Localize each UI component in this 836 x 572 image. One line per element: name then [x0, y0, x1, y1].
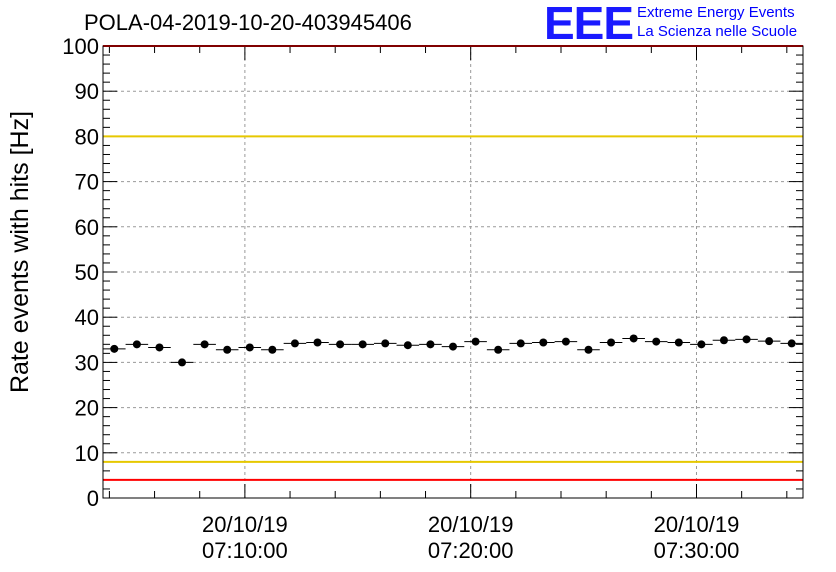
x-tick-time-label: 07:30:00	[654, 538, 740, 563]
data-point	[449, 342, 457, 351]
x-tick-time-label: 07:20:00	[428, 538, 514, 563]
data-point	[584, 345, 593, 354]
eee-logo: EEE	[544, 0, 634, 49]
logo-line-2: La Scienza nelle Scuole	[637, 23, 798, 40]
data-point	[697, 340, 706, 349]
data-point	[742, 335, 751, 344]
data-point	[358, 340, 367, 349]
data-point	[200, 340, 209, 349]
data-point	[607, 338, 616, 347]
data-point	[787, 339, 796, 348]
data-point	[516, 339, 525, 348]
y-tick-label: 10	[75, 441, 99, 466]
logo-line-1: Extreme Energy Events	[637, 4, 795, 21]
data-point	[290, 339, 299, 348]
x-tick-time-label: 07:10:00	[202, 538, 288, 563]
plot-frame	[102, 45, 804, 499]
y-axis-label: Rate events with hits [Hz]	[6, 111, 34, 393]
y-tick-label: 100	[62, 34, 99, 59]
data-point	[719, 336, 728, 345]
y-tick-label: 60	[75, 215, 99, 240]
data-point	[471, 337, 480, 346]
y-tick-label: 40	[75, 305, 99, 330]
data-point	[765, 337, 774, 346]
data-point	[494, 345, 503, 354]
y-tick-label: 20	[75, 396, 99, 421]
data-point	[132, 340, 141, 349]
y-tick-label: 0	[87, 486, 99, 511]
y-tick-label: 70	[75, 170, 99, 195]
data-point	[629, 334, 638, 343]
logo-caption: Extreme Energy Events La Scienza nelle S…	[637, 3, 797, 41]
data-point	[539, 338, 548, 347]
data-point	[110, 344, 119, 353]
y-tick-label: 30	[75, 350, 99, 375]
data-point	[426, 340, 435, 349]
data-point	[381, 339, 390, 348]
data-point	[403, 341, 412, 350]
data-point	[178, 358, 187, 367]
data-point	[245, 343, 254, 352]
data-point	[336, 340, 345, 349]
chart-title: POLA-04-2019-10-20-403945406	[84, 10, 412, 35]
x-tick-date-label: 20/10/19	[428, 512, 514, 537]
data-point	[674, 338, 683, 347]
data-point	[313, 338, 322, 347]
data-point	[223, 345, 232, 354]
data-point	[268, 345, 277, 354]
data-point	[155, 343, 164, 352]
y-tick-label: 90	[75, 79, 99, 104]
data-point	[652, 337, 661, 346]
y-tick-label: 50	[75, 260, 99, 285]
x-tick-date-label: 20/10/19	[202, 512, 288, 537]
x-tick-date-label: 20/10/19	[654, 512, 740, 537]
y-tick-label: 80	[75, 124, 99, 149]
data-point	[561, 337, 570, 346]
